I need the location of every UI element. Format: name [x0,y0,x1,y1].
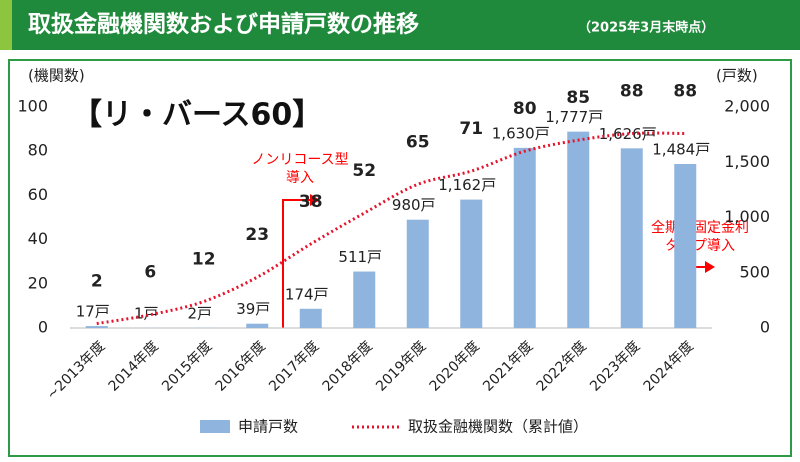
y-tick-label: 20 [28,273,48,292]
chart-title: 取扱金融機関数および申請戸数の推移 [28,11,419,38]
line-value-label: 6 [144,263,156,283]
line-value-label: 23 [245,225,269,245]
bar-value-label: 511戸 [338,248,382,266]
x-tick-label: 2015年度 [159,338,215,394]
bar-value-label: 1,777戸 [545,108,603,126]
y-tick-label: 100 [17,97,48,116]
x-tick-label: 2023年度 [587,338,643,394]
legend-label: 取扱金融機関数（累計値） [408,418,588,436]
bar-value-label: 39戸 [236,300,270,318]
y-axis-label: (機関数) [28,67,85,85]
bar [513,147,536,328]
annotation: ノンリコース型 [251,152,348,168]
x-tick-label: 2020年度 [427,338,483,394]
line-value-label: 80 [513,99,537,119]
chart-subtitle: （2025年3月末時点） [578,20,714,36]
bar-value-label: 980戸 [392,196,436,214]
y2-axis-label: (戸数) [716,67,758,85]
x-tick-label: 2024年度 [641,338,697,394]
bar-value-label: 2戸 [187,304,212,322]
bar-value-label: 174戸 [285,285,329,303]
line-value-label: 88 [620,82,644,102]
bar [246,323,269,328]
x-tick-label: 2019年度 [373,338,429,394]
x-tick-label: 2018年度 [320,338,376,394]
line-value-label: 38 [299,192,323,212]
legend-swatch [200,420,230,433]
logo: 【リ・バース60】 [72,98,322,133]
bar [406,219,429,328]
y2-tick-label: 0 [760,318,770,337]
bar [299,308,322,328]
y-tick-label: 80 [28,141,48,160]
y2-tick-label: 1,000 [724,207,770,226]
bar-value-label: 1,484戸 [652,141,710,159]
line-value-label: 85 [566,88,590,108]
line-value-label: 88 [673,82,697,102]
line-value-label: 2 [91,272,103,292]
y2-tick-label: 1,500 [724,152,770,171]
chart-frame [8,59,792,457]
y-tick-label: 60 [28,185,48,204]
line-value-label: 65 [406,132,430,152]
bar [567,131,590,328]
legend-label: 申請戸数 [238,418,298,436]
bar [85,326,108,328]
x-tick-label: 2014年度 [106,338,162,394]
bar-value-label: 1,162戸 [438,176,496,194]
bar [353,271,376,328]
line-value-label: 71 [459,119,483,139]
y-tick-label: 0 [38,318,48,337]
x-tick-label: 2017年度 [266,338,322,394]
line-value-label: 12 [192,249,216,269]
title-banner [0,0,800,50]
annotation: 導入 [286,170,314,186]
line-value-label: 52 [352,161,376,181]
y2-tick-label: 2,000 [724,97,770,116]
y-tick-label: 40 [28,229,48,248]
bar [674,164,697,328]
bar-value-label: 1戸 [134,304,159,322]
bar-value-label: 1,630戸 [492,124,550,142]
title-accent [0,0,12,50]
line-series [96,131,686,326]
x-tick-label: 2022年度 [534,338,590,394]
x-tick-label: 2021年度 [480,338,536,394]
x-tick-label: ~2013年度 [44,338,109,403]
y2-tick-label: 500 [739,262,770,281]
bar [460,199,483,328]
x-tick-label: 2016年度 [213,338,269,394]
bar-value-label: 17戸 [76,303,110,321]
bar [620,148,643,328]
